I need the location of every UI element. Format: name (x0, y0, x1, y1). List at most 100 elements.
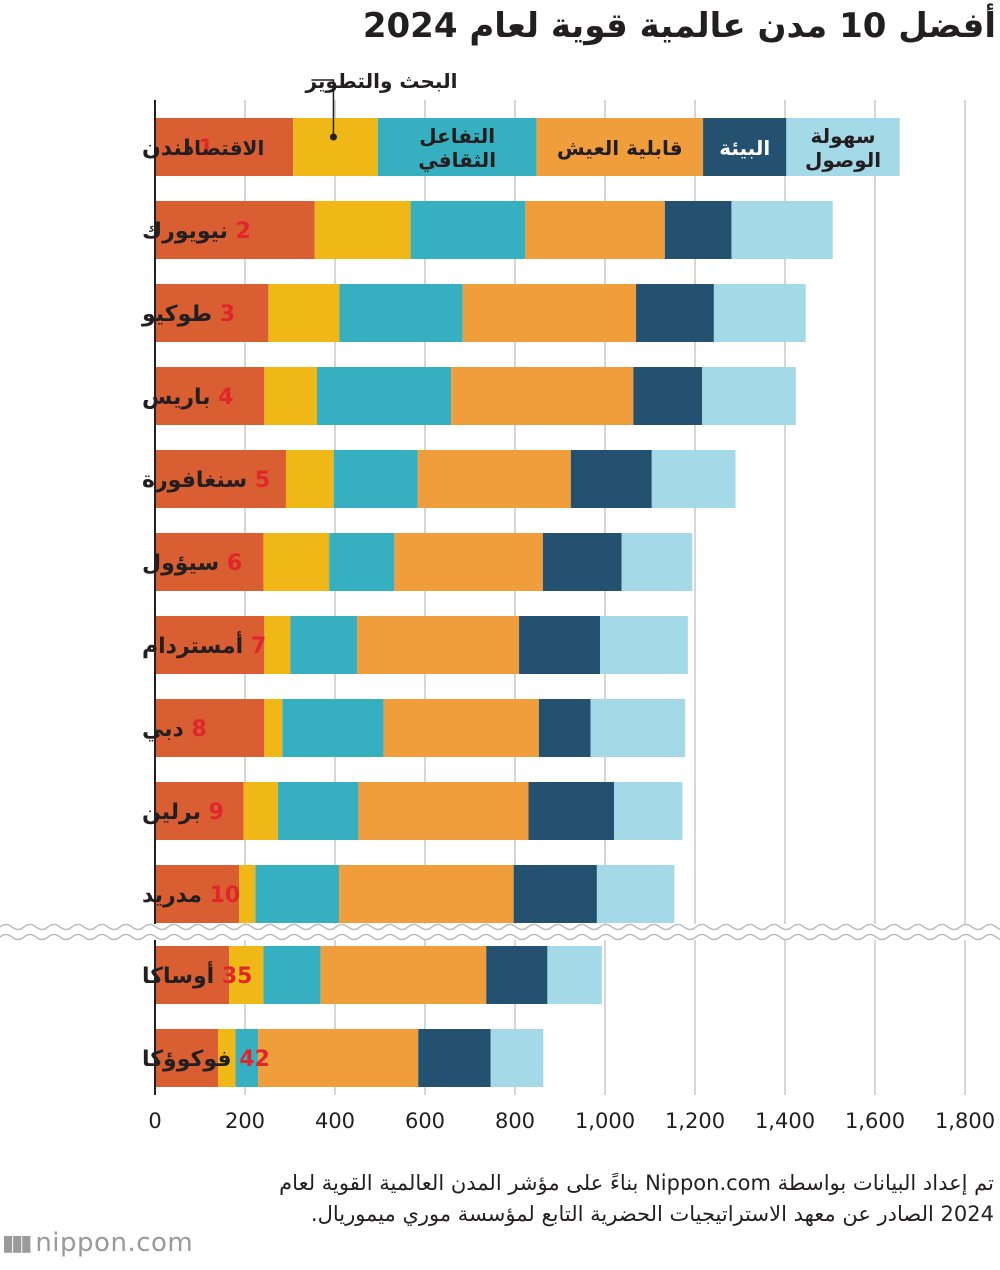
bar-segment-r3-s4 (633, 367, 703, 425)
bar-segment-r4-s5 (651, 450, 736, 508)
bar-segment-r10-s4 (486, 946, 548, 1004)
bar-segment-r7-s1 (264, 699, 283, 757)
bar-segment-r1-s4 (664, 201, 732, 259)
bar-segment-r8-s2 (277, 782, 359, 840)
bar-segment-r10-s2 (263, 946, 321, 1004)
bar-segment-r11-s0 (155, 1029, 218, 1087)
city-label: فوكوؤكا (142, 1047, 239, 1072)
bar-segment-r5-s3 (394, 533, 543, 591)
city-label: سنغافورة (142, 468, 255, 493)
bar-segment-r10-s1 (229, 946, 264, 1004)
bar-segment-r11-s3 (258, 1029, 419, 1087)
bar-segment-r1-s0 (155, 201, 315, 259)
x-tick-label-8: 1,600 (845, 1109, 905, 1133)
bar-segment-r10-s0 (155, 946, 230, 1004)
bar-segment-r2-s0 (155, 284, 269, 342)
category-label-8: 9 برلين (142, 800, 224, 825)
bar-segment-r0-s4 (703, 118, 787, 176)
bar-segment-r5-s5 (621, 533, 693, 591)
rank-label: 2 (236, 219, 251, 244)
axis-break-line-bottom (0, 933, 1000, 941)
city-label: نيويورك (142, 219, 236, 244)
category-label-11: 42 فوكوؤكا (142, 1047, 270, 1072)
city-label: مدريد (142, 883, 210, 908)
nippon-logo-icon: ▮▮▮ (2, 1230, 32, 1256)
rank-label: 4 (218, 385, 233, 410)
bar-segment-r4-s3 (417, 450, 571, 508)
bar-segment-r9-s1 (239, 865, 256, 923)
bar-segment-r11-s5 (490, 1029, 544, 1087)
bar-segment-r3-s1 (264, 367, 317, 425)
city-label: سيؤول (142, 551, 227, 576)
bar-segment-r10-s5 (547, 946, 602, 1004)
bar-segment-r5-s0 (155, 533, 264, 591)
rank-label: 1 (198, 136, 213, 161)
bar-segment-r5-s4 (542, 533, 622, 591)
x-tick-label-5: 1,000 (575, 1109, 635, 1133)
bar-segment-r0-s1 (293, 118, 378, 176)
bar-segment-r7-s5 (590, 699, 686, 757)
bar-segment-r7-s2 (282, 699, 384, 757)
nippon-logo: ▮▮▮ nippon.com (2, 1228, 193, 1258)
bar-segment-r9-s0 (155, 865, 240, 923)
bar-segment-r0-s5 (786, 118, 900, 176)
rank-label: 10 (210, 883, 241, 908)
legend-label-0-0: الاقتصاد (184, 136, 265, 160)
bar-segment-r4-s2 (333, 450, 418, 508)
bar-segment-r6-s0 (155, 616, 265, 674)
city-label: لندن (142, 136, 198, 161)
x-tick-label-2: 400 (315, 1109, 355, 1133)
bar-segment-r8-s1 (243, 782, 278, 840)
rank-label: 42 (239, 1047, 270, 1072)
x-tick-label-0: 0 (148, 1109, 161, 1133)
source-note: تم إعداد البيانات بواسطة Nippon.com بناء… (279, 1171, 994, 1226)
category-label-5: 6 سيؤول (142, 551, 242, 576)
x-tick-label-6: 1,200 (665, 1109, 725, 1133)
bar-segment-r3-s3 (451, 367, 634, 425)
x-tick-label-9: 1,800 (935, 1109, 995, 1133)
x-tick-label-7: 1,400 (755, 1109, 815, 1133)
bar-segment-r7-s3 (383, 699, 539, 757)
callout-line (311, 79, 335, 137)
city-label: باريس (142, 385, 218, 410)
category-label-3: 4 باريس (142, 385, 234, 410)
bar-segment-r2-s4 (636, 284, 714, 342)
category-label-4: 5 سنغافورة (142, 468, 270, 493)
bar-segment-r4-s0 (155, 450, 286, 508)
bar-segment-r8-s5 (614, 782, 683, 840)
legend-label-2-0: التفاعل (419, 124, 495, 148)
bar-segment-r6-s5 (600, 616, 688, 674)
rank-label: 35 (222, 964, 253, 989)
bar-segment-r3-s0 (155, 367, 265, 425)
bar-segment-r1-s1 (314, 201, 411, 259)
bar-segment-r5-s2 (329, 533, 395, 591)
rank-label: 6 (227, 551, 242, 576)
category-label-9: 10 مدريد (142, 883, 240, 908)
bar-segment-r6-s4 (519, 616, 601, 674)
bar-segment-r1-s3 (525, 201, 665, 259)
rank-label: 5 (255, 468, 270, 493)
legend-label-5-0: سهولة (811, 124, 876, 148)
bar-segment-r0-s3 (536, 118, 704, 176)
bar-segment-r8-s4 (528, 782, 614, 840)
bar-segment-r5-s1 (263, 533, 330, 591)
bar-segment-r4-s4 (570, 450, 652, 508)
bar-segment-r3-s2 (317, 367, 452, 425)
stacked-bar-chart: 1 لندن 2 نيويورك 3 طوكيو 4 باريس 5 سنغافورة 6… (0, 69, 1000, 1133)
rank-label: 7 (251, 634, 266, 659)
x-tick-label-1: 200 (225, 1109, 265, 1133)
rank-label: 8 (191, 717, 206, 742)
bar-segment-r2-s5 (713, 284, 806, 342)
city-label: أمستردام (142, 630, 251, 659)
bar-segment-r9-s3 (339, 865, 514, 923)
x-tick-label-4: 800 (495, 1109, 535, 1133)
category-label-0: 1 لندن (142, 136, 214, 161)
logo-text: nippon.com (35, 1228, 194, 1258)
bar-segment-r9-s2 (255, 865, 340, 923)
category-label-10: 35 أوساكا (142, 960, 252, 989)
bar-segment-r1-s2 (410, 201, 526, 259)
bar-segment-r2-s3 (462, 284, 637, 342)
bar-segment-r9-s5 (596, 865, 675, 923)
x-tick-label-3: 600 (405, 1109, 445, 1133)
category-label-1: 2 نيويورك (142, 219, 251, 244)
